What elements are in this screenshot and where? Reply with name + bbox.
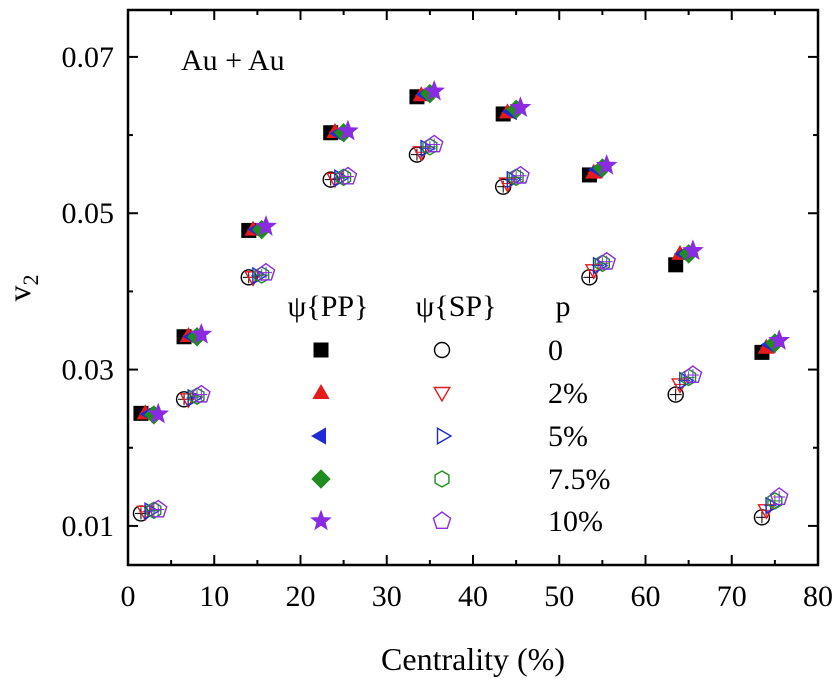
series-7 xyxy=(143,139,781,521)
data-point xyxy=(146,501,162,520)
legend-label: 10% xyxy=(548,505,603,538)
axis-ticks xyxy=(127,10,819,565)
data-point xyxy=(668,257,684,273)
data-point xyxy=(255,215,277,236)
x-tick-label: 40 xyxy=(458,580,488,613)
legend: ψ{PP} ψ{SP} p 0 2% 5% 7.5% 10% xyxy=(288,290,611,538)
x-tick-label: 70 xyxy=(717,580,747,613)
data-point xyxy=(337,119,359,141)
y-tick-labels: 0.01 0.03 0.05 0.07 xyxy=(62,41,115,543)
y-axis-label-main: v xyxy=(1,286,37,302)
legend-marker-pp xyxy=(310,427,326,445)
series-4 xyxy=(147,79,791,424)
plot-frame xyxy=(126,8,820,567)
y-tick-label: 0.07 xyxy=(62,41,115,74)
data-point xyxy=(597,251,617,270)
data-point xyxy=(252,266,268,285)
series-9 xyxy=(148,134,789,518)
legend-header: p xyxy=(556,290,571,323)
series-0 xyxy=(133,89,770,421)
series-8 xyxy=(146,137,783,520)
y-axis-label-subscript: 2 xyxy=(18,275,43,286)
data-point xyxy=(681,368,697,387)
data-point xyxy=(148,499,168,518)
data-point xyxy=(508,168,524,187)
data-point xyxy=(424,134,444,153)
data-point xyxy=(509,96,532,117)
legend-marker-sp xyxy=(433,341,451,359)
data-point xyxy=(667,386,684,403)
data-point xyxy=(147,402,170,424)
data-point xyxy=(768,329,791,350)
annotation-au-au: Au + Au xyxy=(181,44,285,77)
x-tick-label: 60 xyxy=(631,580,661,613)
legend-marker-pp xyxy=(312,383,330,399)
data-point xyxy=(256,262,276,281)
data-markers xyxy=(132,79,791,526)
data-point xyxy=(189,387,205,405)
legend-label: 2% xyxy=(548,377,588,410)
y-tick-label: 0.03 xyxy=(62,354,115,387)
legend-marker-sp xyxy=(432,511,452,529)
y-tick-label: 0.05 xyxy=(62,197,115,230)
data-point xyxy=(769,487,789,505)
y-tick-label: 0.01 xyxy=(62,510,115,543)
x-tick-label: 0 xyxy=(121,580,136,613)
x-tick-label: 80 xyxy=(803,580,833,613)
legend-marker-sp xyxy=(432,386,452,403)
x-tick-label: 30 xyxy=(372,580,402,613)
legend-header: ψ{SP} xyxy=(416,290,497,323)
legend-marker-sp xyxy=(434,470,450,488)
data-point xyxy=(511,165,530,184)
legend-label: 5% xyxy=(548,420,588,453)
legend-marker-sp xyxy=(436,426,453,446)
data-point xyxy=(187,388,204,407)
x-tick-labels: 0 10 20 30 40 50 60 70 80 xyxy=(121,580,834,613)
data-point xyxy=(190,322,213,344)
legend-marker-pp xyxy=(311,469,331,489)
legend-label: 0 xyxy=(548,334,563,367)
legend-label: 7.5% xyxy=(548,463,611,496)
data-point xyxy=(191,384,211,403)
data-point xyxy=(594,254,610,273)
series-6 xyxy=(136,146,776,522)
data-point xyxy=(336,168,352,187)
series-5 xyxy=(132,146,771,526)
data-point xyxy=(254,266,270,284)
legend-marker-pp xyxy=(310,509,332,531)
data-point xyxy=(422,137,438,156)
legend-header: ψ{PP} xyxy=(288,290,369,323)
data-point xyxy=(420,139,436,158)
data-point xyxy=(338,166,358,185)
data-point xyxy=(682,239,704,261)
data-point xyxy=(322,171,339,188)
data-point xyxy=(595,154,618,175)
data-point xyxy=(683,365,703,384)
x-tick-label: 50 xyxy=(544,580,574,613)
x-axis-label: Centrality (%) xyxy=(381,641,565,677)
x-tick-label: 20 xyxy=(286,580,316,613)
y-axis-label: v2 xyxy=(1,275,43,302)
legend-marker-pp xyxy=(313,342,329,358)
x-tick-label: 10 xyxy=(199,580,229,613)
data-point xyxy=(423,79,446,101)
